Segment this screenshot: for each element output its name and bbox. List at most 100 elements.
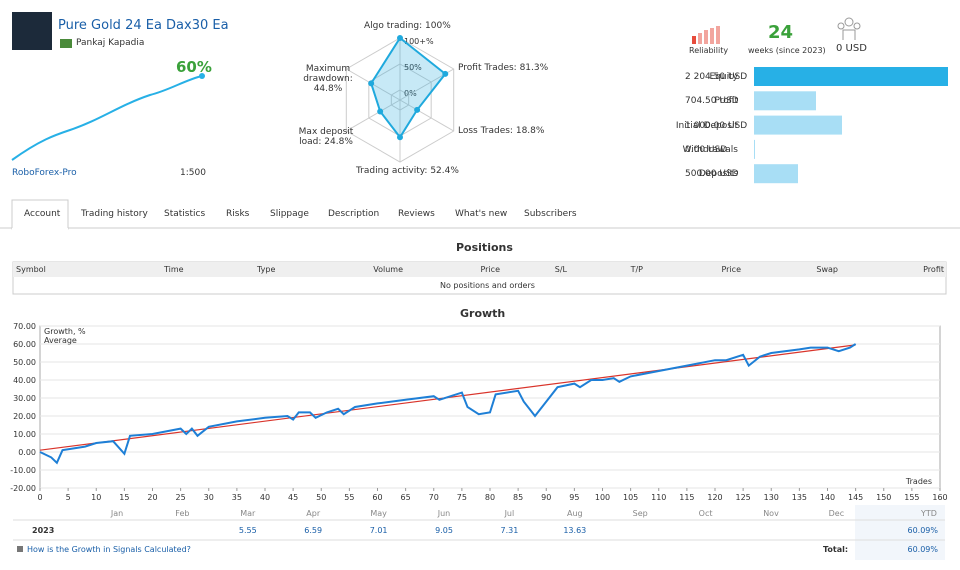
x-tick-label: 100 — [595, 493, 610, 502]
active-tab — [11, 199, 69, 230]
weeks-label: weeks (since 2023) — [748, 46, 826, 55]
positions-empty: No positions and orders — [440, 281, 535, 290]
month: Mar — [240, 509, 256, 518]
y-tick-label: -10.00 — [10, 466, 36, 475]
avatar — [12, 12, 52, 50]
x-tick-label: 15 — [119, 493, 129, 502]
tab[interactable]: Trading history — [81, 209, 148, 219]
tab[interactable]: Subscribers — [524, 209, 577, 219]
tab[interactable]: Description — [328, 209, 380, 219]
column-header: S/L — [554, 265, 567, 274]
reliability: Reliability — [689, 46, 729, 55]
column-header: Swap — [816, 265, 838, 274]
x-tick-label: 55 — [344, 493, 354, 502]
month-value: 6.59 — [304, 526, 323, 535]
subscribers-icon — [837, 17, 861, 40]
month-value: 9.05 — [435, 526, 453, 535]
ytd: 60.09% — [907, 526, 938, 535]
balance-bar — [754, 139, 755, 159]
balance-bar — [754, 164, 799, 184]
x-tick-label: 155 — [904, 493, 919, 502]
radar-axis-value: 52.4% — [430, 166, 459, 176]
y-tick-label: 20.00 — [13, 412, 36, 421]
x-axis-label: Trades — [905, 477, 932, 486]
balance-value: 704.50 USD — [685, 96, 739, 107]
radar-spoke — [346, 99, 401, 132]
month: Jul — [504, 509, 515, 518]
flag — [60, 39, 72, 48]
balance-name: Equity — [709, 72, 738, 82]
y-tick-label: 10.00 — [13, 430, 36, 439]
tab[interactable]: Reviews — [398, 209, 435, 219]
radar-point — [442, 70, 449, 77]
x-tick-label: 110 — [651, 493, 666, 502]
month: Feb — [175, 509, 190, 518]
reliability-icon — [692, 26, 720, 44]
column-header: Profit — [923, 265, 944, 274]
month-value: 5.55 — [238, 526, 257, 535]
tab[interactable]: Account — [24, 209, 61, 219]
x-tick-label: 105 — [623, 493, 638, 502]
radar-label: Trading activity: 52.4% — [356, 166, 459, 176]
y-tick-label: 30.00 — [13, 394, 36, 403]
ytd-label: YTD — [921, 509, 937, 518]
column-header: Type — [257, 265, 276, 274]
balance-bar — [754, 91, 816, 111]
footer-link[interactable]: How is the Growth in Signals Calculated? — [27, 545, 191, 554]
x-tick-label: 0 — [37, 493, 42, 502]
leverage: 1:500 — [180, 168, 206, 178]
radar-point — [368, 80, 375, 87]
balance-name: Withdrawals — [682, 144, 738, 155]
month: May — [370, 509, 387, 518]
tab[interactable]: Slippage — [270, 209, 309, 219]
balance-bar — [754, 115, 843, 135]
growth-title: Growth — [460, 307, 506, 320]
column-header: Price — [721, 265, 741, 274]
month: Apr — [306, 509, 321, 518]
month-value: 7.01 — [369, 526, 388, 535]
radar-label: Profit Trades: 81.3% — [458, 63, 548, 73]
radar-axis-name: Algo trading: — [364, 21, 423, 31]
x-tick-label: 125 — [735, 493, 750, 502]
x-tick-label: 140 — [820, 493, 835, 502]
title[interactable]: Pure Gold 24 Ea Dax30 Ea — [58, 18, 229, 33]
radar-label: Max deposit load: 24.8% — [296, 127, 356, 147]
x-tick-label: 115 — [679, 493, 694, 502]
x-tick-label: 70 — [429, 493, 439, 502]
tab[interactable]: What's new — [455, 209, 508, 219]
total-label: Total: — [823, 545, 849, 554]
y-tick-label: -20.00 — [10, 484, 36, 493]
broker[interactable]: RoboForex-Pro — [12, 168, 77, 178]
x-tick-label: 75 — [457, 493, 467, 502]
growth-line — [39, 343, 857, 465]
author: Pankaj Kapadia — [76, 38, 145, 48]
column-header: Time — [164, 265, 184, 274]
radar-ring-label: 50% — [404, 63, 422, 72]
tab[interactable]: Statistics — [164, 209, 206, 219]
x-tick-label: 135 — [792, 493, 807, 502]
month: Jun — [437, 509, 451, 518]
radar-ring-label: 100+% — [404, 37, 434, 46]
x-tick-label: 85 — [513, 493, 523, 502]
radar-point — [397, 35, 403, 41]
radar-label: Algo trading: 100% — [364, 21, 451, 31]
sparkline-end — [199, 73, 205, 79]
x-tick-label: 130 — [764, 493, 779, 502]
y-tick-label: 0.00 — [18, 448, 36, 457]
radar-point — [377, 108, 384, 115]
positions-header — [13, 262, 946, 277]
balance-value: 1 000.00 USD — [685, 120, 748, 131]
tab[interactable]: Risks — [226, 209, 250, 219]
y-tick-label: 40.00 — [13, 376, 36, 385]
month: Nov — [763, 509, 779, 518]
year: 2023 — [32, 526, 55, 535]
radar-axis-name: Trading activity: — [356, 166, 428, 176]
radar-axis-value: 44.8% — [313, 84, 343, 94]
radar-point — [397, 134, 403, 141]
balance-name: Profit — [714, 96, 738, 107]
x-tick-label: 50 — [316, 493, 326, 502]
link-icon — [17, 546, 23, 552]
growth: 60% — [176, 58, 212, 76]
y-tick-label: 70.00 — [13, 322, 36, 331]
month-value: 7.31 — [500, 526, 519, 535]
